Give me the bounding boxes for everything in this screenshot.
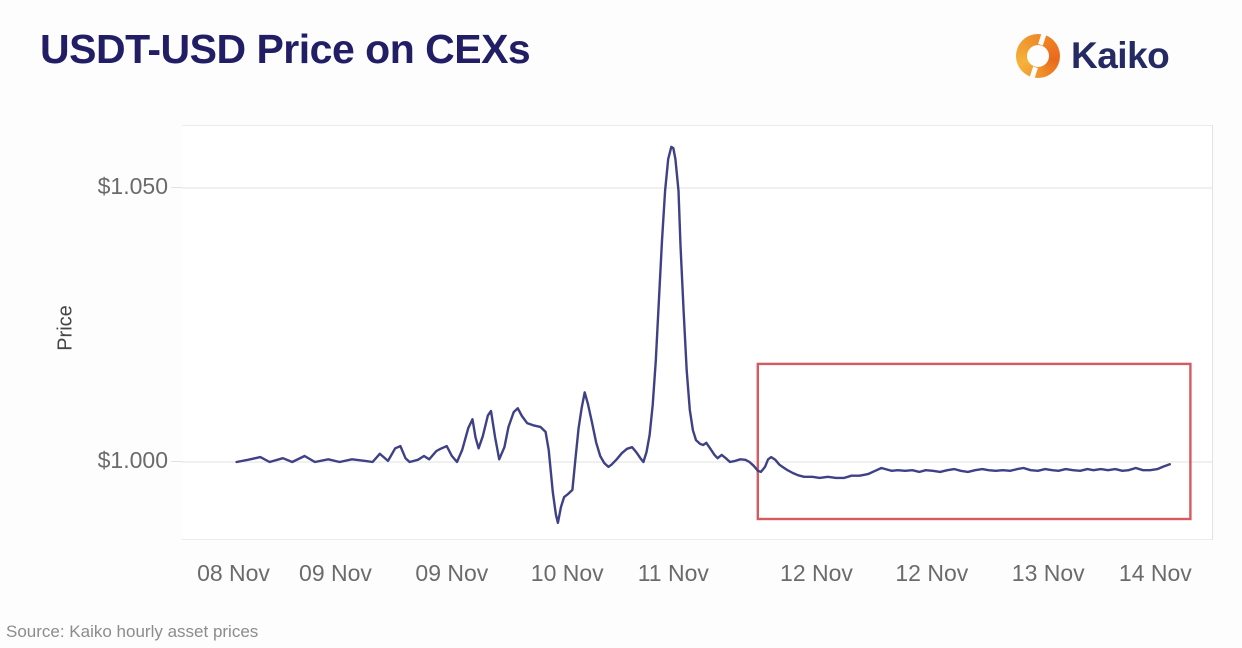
x-tick-label: 08 Nov — [197, 560, 270, 586]
y-tick-label: $1.050 — [97, 173, 168, 199]
x-tick-label: 10 Nov — [530, 560, 604, 586]
x-tick-label: 09 Nov — [299, 560, 372, 586]
x-tick-label: 12 Nov — [780, 560, 853, 586]
ring-gap-decoration — [1038, 31, 1047, 46]
ring-gap-decoration — [1029, 66, 1038, 81]
kaiko-ring-icon — [1016, 31, 1060, 81]
x-tick-label: 12 Nov — [895, 560, 969, 586]
y-axis-title: Price — [54, 305, 77, 351]
chart-plot-area — [182, 125, 1213, 540]
x-tick-label: 11 Nov — [637, 560, 709, 586]
kaiko-logo: Kaiko — [1016, 31, 1170, 81]
x-tick-label: 13 Nov — [1011, 560, 1085, 586]
y-tick-mark — [171, 461, 182, 462]
y-tick-mark — [171, 187, 182, 188]
page-title: USDT-USD Price on CEXs — [40, 26, 531, 72]
kaiko-wordmark: Kaiko — [1071, 35, 1170, 76]
x-tick-label: 09 Nov — [415, 560, 489, 586]
price-chart — [182, 145, 1212, 524]
price-line — [235, 145, 1171, 524]
y-tick-label: $1.000 — [97, 447, 168, 473]
source-note: Source: Kaiko hourly asset prices — [6, 622, 259, 641]
highlight-box — [756, 362, 1192, 521]
x-tick-label: 14 Nov — [1118, 560, 1192, 586]
